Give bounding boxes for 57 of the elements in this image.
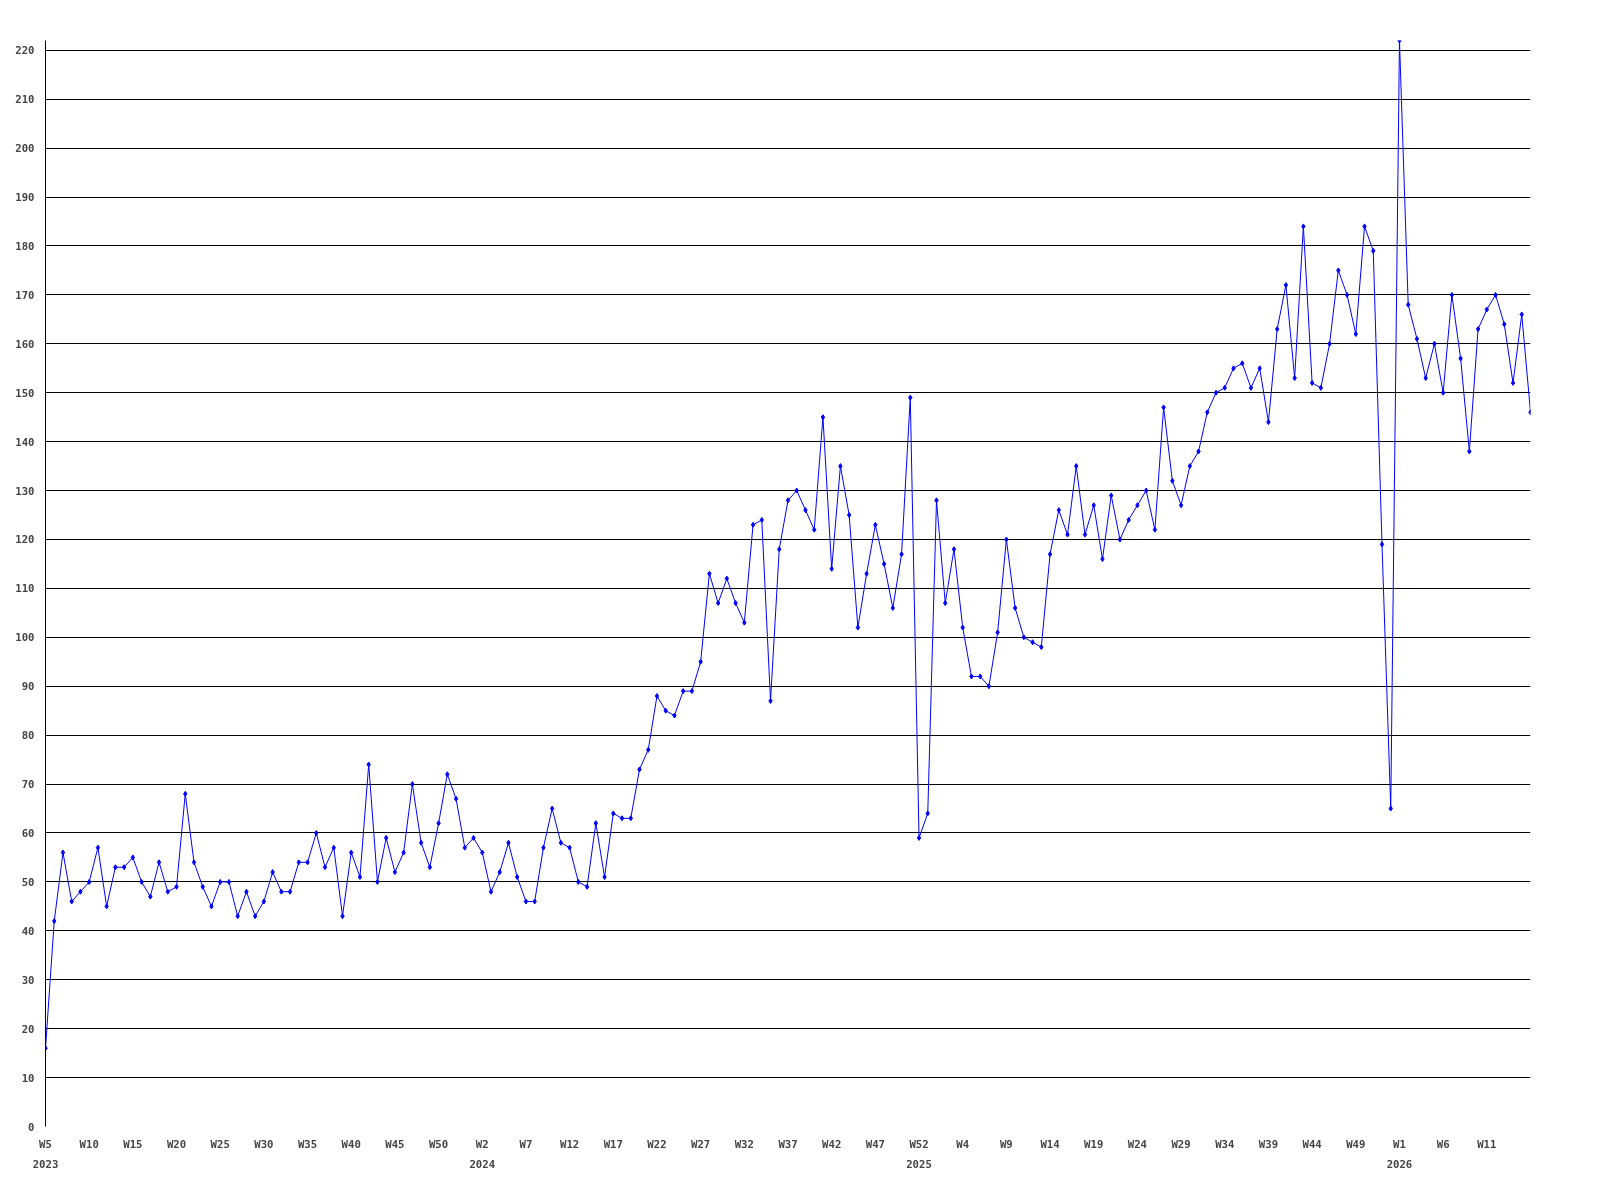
y-tick-label: 70 — [21, 778, 35, 792]
x-tick-label: W19 — [1084, 1137, 1104, 1151]
x-tick-label: W39 — [1258, 1137, 1279, 1151]
x-tick-label: W22 — [647, 1137, 667, 1151]
x-tick-label: W4 — [956, 1137, 970, 1151]
y-tick-label: 60 — [21, 826, 35, 840]
x-tick-label: W12 — [559, 1137, 580, 1151]
y-tick-label: 220 — [15, 44, 35, 58]
y-tick-label: 180 — [15, 239, 35, 253]
x-tick-label: W30 — [254, 1137, 274, 1151]
y-tick-label: 20 — [21, 1022, 35, 1036]
x-tick-label: W10 — [79, 1137, 99, 1151]
x-tick-label: W34 — [1215, 1137, 1235, 1151]
y-tick-label: 0 — [28, 1120, 35, 1134]
x-tick-label: W45 — [385, 1137, 405, 1151]
y-tick-label: 90 — [21, 680, 35, 694]
y-tick-label: 10 — [21, 1071, 35, 1085]
x-tick-label: W17 — [603, 1137, 623, 1151]
y-tick-label: 150 — [15, 386, 35, 400]
x-tick-label: W42 — [822, 1137, 842, 1151]
x-tick-label: W37 — [778, 1137, 798, 1151]
y-tick-label: 170 — [15, 288, 35, 302]
y-tick-label: 30 — [21, 973, 35, 987]
category-label: W52 2025 — [906, 1137, 932, 1171]
x-tick-label: W50 — [428, 1137, 449, 1151]
x-tick-label: W14 — [1040, 1137, 1060, 1151]
y-tick-label: 40 — [21, 924, 35, 938]
x-tick-label: W27 — [691, 1137, 711, 1151]
x-tick-label: W7 — [519, 1137, 533, 1151]
category-label: W1 2026 — [1386, 1137, 1413, 1171]
y-tick-label: 140 — [15, 435, 35, 449]
y-tick-label: 110 — [15, 582, 35, 596]
y-tick-label: 50 — [21, 875, 35, 889]
y-tick-label: 130 — [15, 484, 35, 498]
y-tick-label: 210 — [15, 93, 35, 107]
x-tick-label: W6 — [1436, 1137, 1450, 1151]
x-tick-label: W49 — [1346, 1137, 1366, 1151]
x-tick-label: W24 — [1127, 1137, 1148, 1151]
x-tick-label: W47 — [865, 1137, 885, 1151]
x-tick-label: W29 — [1171, 1137, 1191, 1151]
y-tick-label: 120 — [15, 533, 35, 547]
x-tick-label: W40 — [341, 1137, 361, 1151]
x-tick-label: W11 — [1477, 1137, 1497, 1151]
y-tick-label: 160 — [15, 337, 35, 351]
y-tick-label: 190 — [15, 191, 35, 205]
y-tick-label: 80 — [21, 729, 35, 743]
x-tick-label: W35 — [297, 1137, 318, 1151]
x-tick-label: W25 — [210, 1137, 230, 1151]
category-label: W2 2024 — [469, 1137, 496, 1171]
category-label: W5 2023 — [32, 1137, 59, 1171]
y-tick-label: 100 — [15, 631, 35, 645]
x-tick-label: W32 — [734, 1137, 754, 1151]
y-tick-label: 200 — [15, 142, 35, 156]
x-tick-label: W15 — [123, 1137, 143, 1151]
x-tick-label: W20 — [166, 1137, 187, 1151]
x-tick-label: W44 — [1302, 1137, 1322, 1151]
x-tick-label: W9 — [999, 1137, 1013, 1151]
